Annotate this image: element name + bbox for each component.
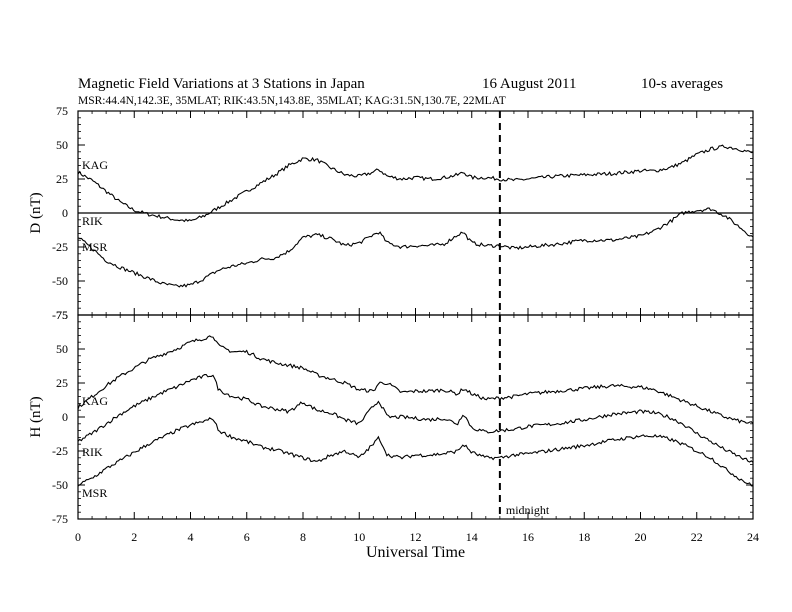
x-tick-label: 0 <box>75 530 81 544</box>
x-tick-label: 12 <box>410 530 422 544</box>
y-tick-label: -50 <box>52 478 68 492</box>
y-axis-label-bottom: H (nT) <box>28 396 44 437</box>
x-tick-label: 6 <box>244 530 250 544</box>
x-tick-label: 10 <box>353 530 365 544</box>
y-tick-label: 50 <box>56 342 68 356</box>
y-tick-label: -25 <box>52 444 68 458</box>
y-tick-label: -50 <box>52 274 68 288</box>
x-tick-label: 16 <box>522 530 534 544</box>
series-line-rik <box>77 374 754 463</box>
y-tick-label: 0 <box>62 410 68 424</box>
x-axis-label: Universal Time <box>366 544 465 561</box>
chart-title: Magnetic Field Variations at 3 Stations … <box>78 76 365 92</box>
station-coordinates: MSR:44.4N,142.3E, 35MLAT; RIK:43.5N,143.… <box>78 95 506 107</box>
y-tick-label: -25 <box>52 240 68 254</box>
x-tick-label: 4 <box>188 530 194 544</box>
series-line-kag <box>77 144 754 223</box>
header: Magnetic Field Variations at 3 Stations … <box>78 76 723 107</box>
series-line-msr <box>77 417 754 487</box>
x-tick-label: 24 <box>747 530 759 544</box>
midnight-label: midnight <box>506 503 550 517</box>
chart-date: 16 August 2011 <box>482 76 576 92</box>
y-tick-label: -75 <box>52 308 68 322</box>
x-tick-label: 14 <box>466 530 478 544</box>
series-line-msr <box>77 207 754 288</box>
x-tick-label: 2 <box>131 530 137 544</box>
y-tick-label: 25 <box>56 172 68 186</box>
x-tick-label: 20 <box>635 530 647 544</box>
series-label-rik: RIK <box>82 445 103 459</box>
y-tick-label: -75 <box>52 512 68 526</box>
y-tick-label: 25 <box>56 376 68 390</box>
series-line-kag <box>77 335 754 424</box>
y-tick-label: 0 <box>62 206 68 220</box>
series-label-kag: KAG <box>82 158 108 172</box>
y-tick-label: 75 <box>56 104 68 118</box>
series-label-kag: KAG <box>82 394 108 408</box>
series-label-rik: RIK <box>82 214 103 228</box>
series-label-msr: MSR <box>82 240 107 254</box>
chart-averaging: 10-s averages <box>641 76 723 92</box>
series-label-msr: MSR <box>82 486 107 500</box>
x-tick-label: 8 <box>300 530 306 544</box>
y-axis-label-top: D (nT) <box>28 192 44 233</box>
x-tick-label: 22 <box>691 530 703 544</box>
x-tick-label: 18 <box>578 530 590 544</box>
y-tick-label: 75 <box>56 308 68 322</box>
y-tick-label: 50 <box>56 138 68 152</box>
